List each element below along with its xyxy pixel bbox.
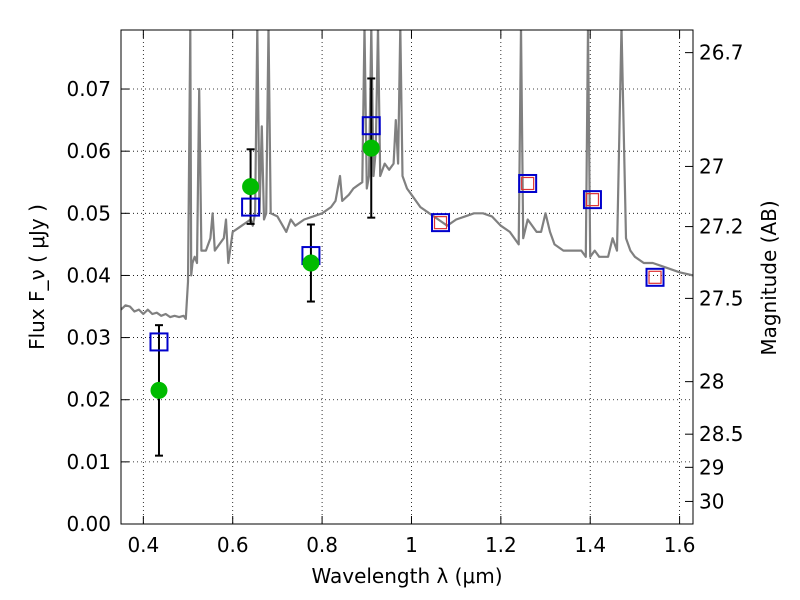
plot-area bbox=[121, 30, 693, 457]
observed-point bbox=[362, 139, 380, 157]
y2-axis: 26.7 27 27.2 27.5 28 28.5 29 30 bbox=[685, 41, 744, 513]
y2-axis-label: Magnitude (AB) bbox=[757, 200, 781, 355]
y-tick-label: 0.06 bbox=[66, 139, 111, 163]
y-tick-label: 0.04 bbox=[66, 263, 111, 287]
y-axis-label: Flux F_ν ( μJy ) bbox=[25, 204, 49, 350]
model-square bbox=[361, 116, 381, 136]
plot-frame bbox=[120, 29, 694, 525]
y-tick-label: 0.02 bbox=[66, 388, 111, 412]
spectrum-line bbox=[121, 30, 693, 320]
observed-point bbox=[150, 381, 168, 399]
x-tick-label: 1.6 bbox=[664, 533, 696, 557]
x-tick-label: 0.6 bbox=[217, 533, 249, 557]
y-tick-label: 0.01 bbox=[66, 450, 111, 474]
y-tick-label: 0.03 bbox=[66, 326, 111, 350]
model-square bbox=[241, 197, 261, 217]
y2-tick-label: 27 bbox=[699, 154, 724, 178]
y-axis: 0.00 0.01 0.02 0.03 0.04 0.05 0.06 0.07 bbox=[66, 77, 129, 536]
x-axis-label: Wavelength λ (μm) bbox=[311, 564, 502, 588]
observed-point bbox=[242, 178, 260, 196]
model-square bbox=[645, 267, 665, 287]
y2-tick-label: 27.5 bbox=[699, 286, 744, 310]
y2-tick-label: 27.2 bbox=[699, 215, 744, 239]
x-axis: 0.4 0.6 0.8 1 1.2 1.4 1.6 bbox=[127, 30, 696, 557]
model-square bbox=[149, 332, 169, 352]
model-square-inner bbox=[521, 176, 535, 191]
x-tick-label: 1.4 bbox=[574, 533, 606, 557]
spectrum-layer bbox=[121, 30, 693, 320]
y2-tick-label: 28 bbox=[699, 370, 724, 394]
observed-point bbox=[302, 254, 320, 272]
model-square-inner bbox=[648, 270, 662, 284]
y-tick-label: 0.07 bbox=[66, 77, 111, 101]
x-tick-label: 0.8 bbox=[306, 533, 338, 557]
y2-tick-label: 28.5 bbox=[699, 422, 744, 446]
model-square bbox=[582, 190, 602, 210]
y-tick-label: 0.05 bbox=[66, 201, 111, 225]
model-square-inner bbox=[585, 193, 600, 207]
model-square bbox=[518, 173, 538, 193]
y2-tick-label: 30 bbox=[699, 489, 724, 513]
y2-tick-label: 26.7 bbox=[699, 41, 744, 65]
y-tick-label: 0.00 bbox=[66, 512, 111, 536]
grid-lines bbox=[121, 30, 693, 524]
data-marks bbox=[149, 77, 665, 457]
y2-tick-label: 29 bbox=[699, 455, 724, 479]
model-square bbox=[431, 213, 451, 233]
x-tick-label: 1.2 bbox=[485, 533, 517, 557]
x-tick-label: 0.4 bbox=[127, 533, 159, 557]
model-square-inner bbox=[433, 216, 448, 230]
x-tick-label: 1 bbox=[405, 533, 418, 557]
